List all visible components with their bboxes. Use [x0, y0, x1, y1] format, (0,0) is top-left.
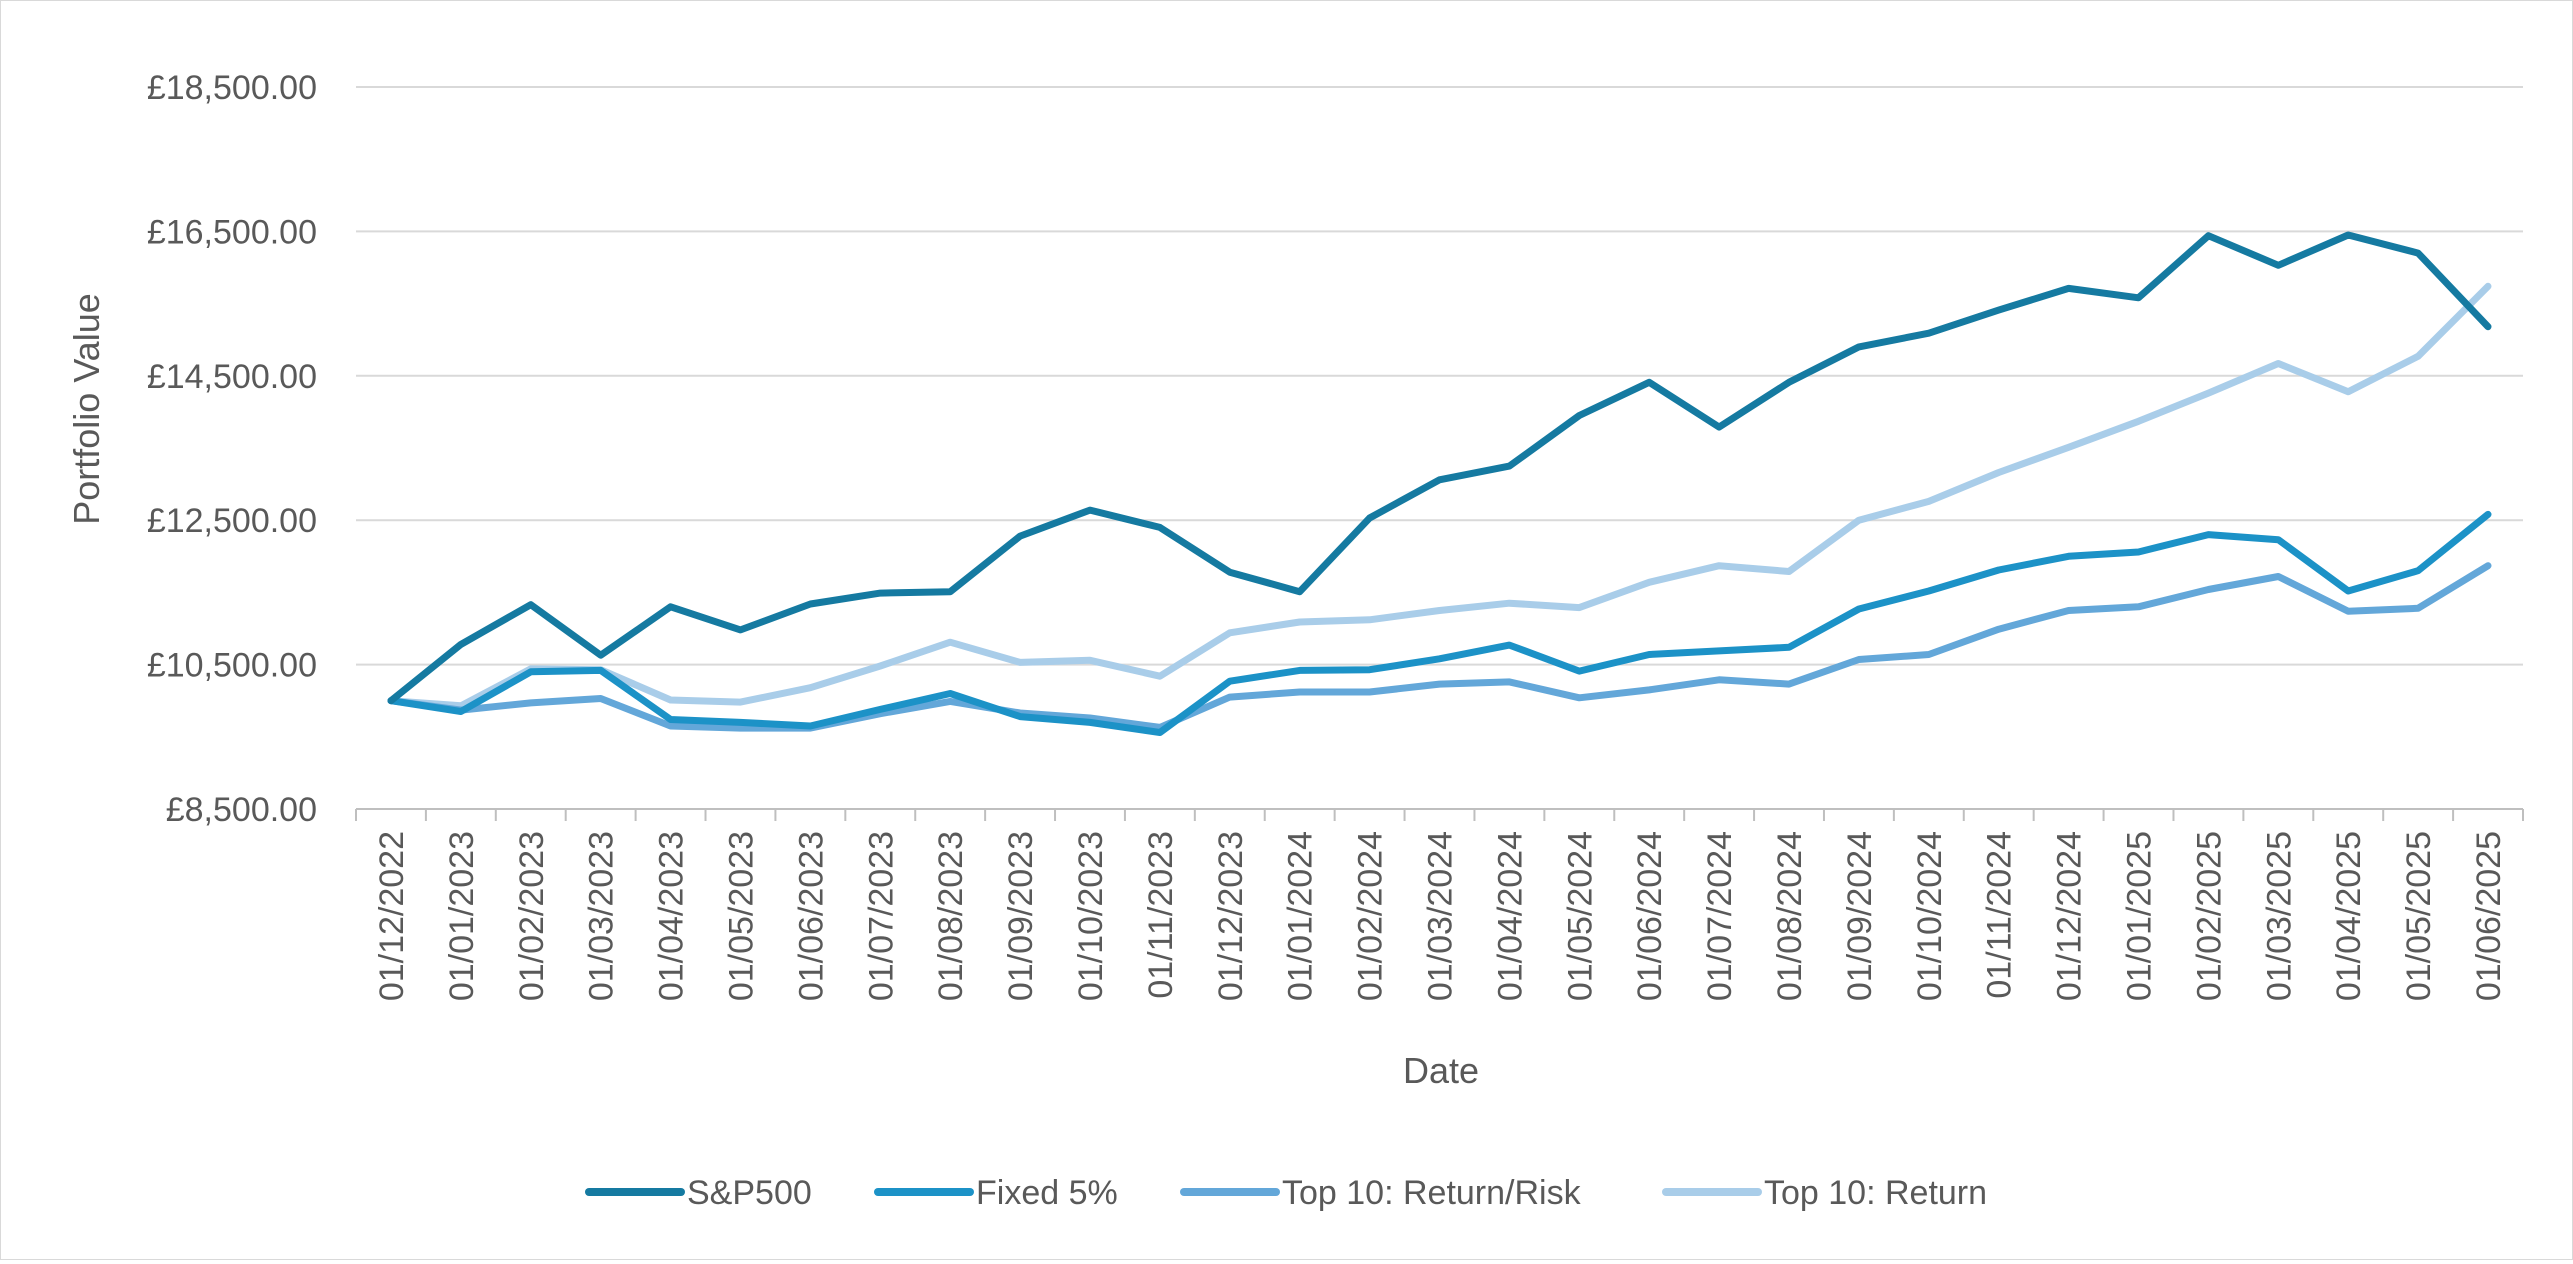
x-tick-label: 01/05/2023 [722, 831, 760, 1001]
y-axis-title: Portfolio Value [66, 293, 107, 524]
y-tick-label: £10,500.00 [147, 647, 317, 685]
x-tick-label: 01/03/2025 [2260, 831, 2298, 1001]
x-tick-label: 01/04/2023 [653, 831, 691, 1001]
legend-label: Fixed 5% [976, 1174, 1118, 1212]
y-axis-tick-labels: £8,500.00 £10,500.00 £12,500.00 £14,500.00 £… [147, 69, 317, 829]
x-tick-label: 01/10/2024 [1911, 831, 1949, 1001]
x-tick-label: 01/05/2025 [2400, 831, 2438, 1001]
x-tick-label: 01/06/2023 [792, 831, 830, 1001]
x-axis-title: Date [1403, 1050, 1479, 1091]
x-tick-label: 01/12/2024 [2051, 831, 2089, 1001]
x-tick-label: 01/01/2024 [1282, 831, 1320, 1001]
y-tick-label: £8,500.00 [166, 791, 317, 829]
x-tick-label: 01/09/2024 [1841, 831, 1879, 1001]
legend-label: S&P500 [687, 1174, 812, 1212]
x-tick-label: 01/07/2024 [1701, 831, 1739, 1001]
series-line-top-10-return [387, 282, 2492, 710]
x-tick-label: 01/01/2025 [2121, 831, 2159, 1001]
y-tick-label: £12,500.00 [147, 502, 317, 540]
series-line-fixed-5- [387, 510, 2492, 736]
x-tick-label: 01/12/2022 [373, 831, 411, 1001]
series-line-top-10-return-risk [387, 562, 2492, 732]
x-axis-tick-labels: 01/12/2022 01/01/2023 01/02/2023 01/03/2023… [373, 831, 2508, 1001]
x-tick-label: 01/12/2023 [1212, 831, 1250, 1001]
x-tick-label: 01/04/2025 [2330, 831, 2368, 1001]
x-tick-label: 01/07/2023 [862, 831, 900, 1001]
x-tick-label: 01/04/2024 [1491, 831, 1529, 1001]
y-tick-label: £14,500.00 [147, 358, 317, 396]
x-tick-label: 01/10/2023 [1072, 831, 1110, 1001]
x-tick-label: 01/08/2024 [1771, 831, 1809, 1001]
series-line-s-p500 [387, 231, 2492, 705]
x-tick-label: 01/11/2024 [1981, 831, 2019, 999]
y-tick-label: £18,500.00 [147, 69, 317, 107]
x-tick-label: 01/09/2023 [1002, 831, 1040, 1001]
gridlines [356, 86, 2523, 666]
x-tick-label: 01/02/2025 [2190, 831, 2228, 1001]
x-tick-label: 01/03/2024 [1422, 831, 1460, 1001]
y-tick-label: £16,500.00 [147, 213, 317, 251]
x-tick-label: 01/02/2024 [1352, 831, 1390, 1001]
x-tick-label: 01/03/2023 [583, 831, 621, 1001]
x-axis [355, 808, 2524, 821]
x-tick-label: 01/02/2023 [513, 831, 551, 1001]
legend-label: Top 10: Return [1764, 1174, 1987, 1212]
legend: S&P500 Fixed 5% Top 10: Return/Risk Top 10:… [585, 1174, 1987, 1212]
x-tick-label: 01/05/2024 [1561, 831, 1599, 1001]
legend-label: Top 10: Return/Risk [1282, 1174, 1582, 1212]
x-tick-label: 01/01/2023 [443, 831, 481, 1001]
x-tick-label: 01/11/2023 [1142, 831, 1180, 999]
series-lines [387, 231, 2492, 736]
x-tick-label: 01/06/2024 [1631, 831, 1669, 1001]
x-tick-label: 01/08/2023 [932, 831, 970, 1001]
x-tick-label: 01/06/2025 [2470, 831, 2508, 1001]
